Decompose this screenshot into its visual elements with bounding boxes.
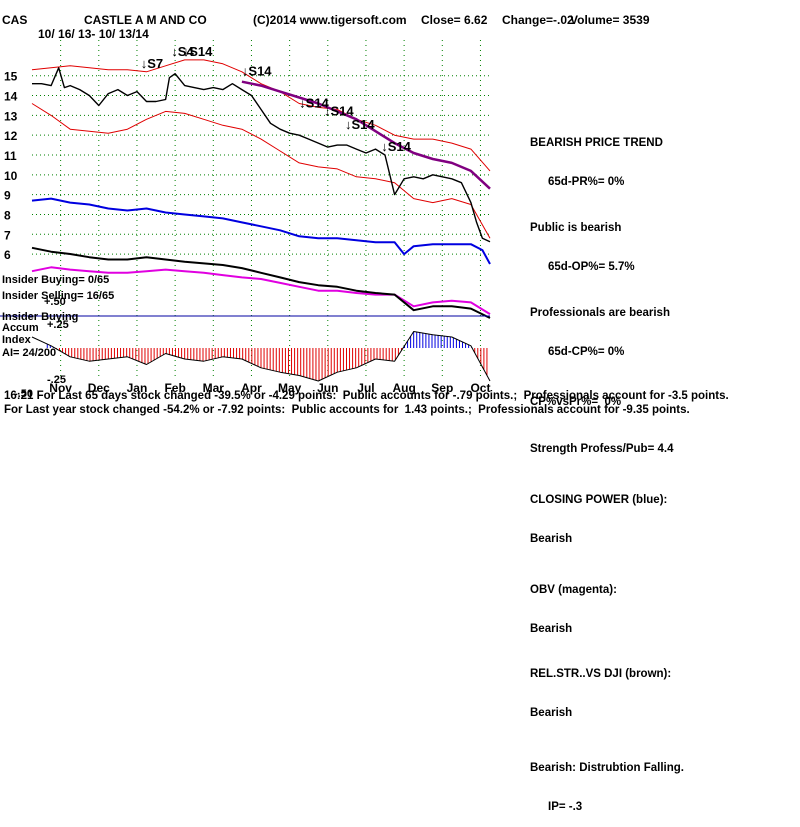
company-name: CASTLE A M AND CO [84,13,207,27]
month-label-jan: Jan [127,381,148,395]
cp-readout: 65d-CP%= 0% [548,346,625,358]
signal-s14-label: ↓S14 [381,139,411,154]
pros-title: Professionals are bearish [530,307,670,319]
y-tick-label: 9 [4,189,11,203]
obv-line [31,266,491,315]
relstr-title: REL.STR..VS DJI (brown): [530,668,672,680]
ip-readout: IP= -.3 [548,801,583,813]
accum-sub1: Accum [2,322,39,334]
accum-tick-pos25: +.25 [47,319,69,331]
signal-s14-label: ↓S14 [324,103,354,118]
accum-index-line [31,331,491,382]
accum-title: Insider Buying [2,311,78,323]
signal-s14-label: ↓S14 [345,117,375,132]
y-tick-label: 8 [4,208,11,222]
op-readout: 65d-OP%= 5.7% [548,261,635,273]
closing-power-value: Bearish [530,533,573,545]
y-tick-label: 12 [4,129,18,143]
month-label-feb: Feb [164,381,185,395]
copyright-label: (C)2014 www.tigersoft.com [253,13,407,27]
y-tick-label: 6 [4,248,11,262]
y-tick-label: 15 [4,70,18,84]
public-title: Public is bearish [530,222,622,234]
signal-s14-label: ↓S14 [183,44,213,59]
price-line [32,67,491,243]
y-tick-label: 14 [4,90,18,104]
month-label-jul: Jul [357,381,374,395]
month-label-sep: Sep [431,381,453,395]
cp-vs-pr: CP%vsPr%= 0% [530,396,622,408]
month-label-may: May [278,381,302,395]
signal-s14-label: ↓S14 [299,95,329,110]
lower-band-line [31,103,491,239]
footer-line-1: 16:21 For Last 65 days stock changed -39… [4,390,729,402]
y-tick-label: 10 [4,169,18,183]
accum-tick-neg50: -.50 [14,388,33,400]
y-tick-label: 7 [4,228,11,242]
signal-s7-label: ↓S7 [141,56,163,71]
signal-s14-label: ↓S14 [242,64,272,79]
strength-readout: Strength Profess/Pub= 4.4 [530,443,674,455]
signal-s4-label: ↓S4 [171,44,194,59]
chart-canvas: CAS CASTLE A M AND CO (C)2014 www.tigersof… [0,13,650,400]
accum-sub2: Index [2,334,32,346]
closing-power-line [31,197,491,265]
y-tick-label: 11 [4,149,17,163]
closing-power-title: CLOSING POWER (blue): [530,494,668,506]
month-label-oct: Oct [470,381,490,395]
y-tick-label: 13 [4,109,18,123]
pr-readout: 65d-PR%= 0% [548,176,625,188]
footer-time: 16:21 [4,390,34,402]
obv-value: Bearish [530,623,573,635]
accum-tick-neg25: -.25 [47,374,66,386]
relstr-value: Bearish [530,707,573,719]
insider-buying-label: Insider Buying= 0/65 [2,274,109,286]
volume-readout: Volume= 3539 [570,13,650,27]
obv-title: OBV (magenta): [530,584,617,596]
month-label-apr: Apr [241,381,262,395]
symbol-label: CAS [2,13,27,27]
upper-band-line [31,59,491,172]
close-readout: Close= 6.62 [421,13,488,27]
footer-line-2: For Last year stock changed -54.2% or -7… [4,404,690,416]
trend-title: BEARISH PRICE TREND [530,137,663,149]
month-label-jun: Jun [317,381,338,395]
change-readout: Change=-.02 [502,13,574,27]
accum-tick-pos50: +.50 [44,296,66,308]
month-label-mar: Mar [203,381,225,395]
ai-readout: AI= 24/200 [2,347,56,359]
sidebar-summary: BEARISH PRICE TREND 65d-PR%= 0% Public i… [530,111,684,827]
rel-str-line [31,246,491,319]
month-label-aug: Aug [392,381,415,395]
moving-average-line [241,80,491,190]
month-label-nov: Nov [49,381,72,395]
month-label-dec: Dec [88,381,110,395]
footer-65day: For Last 65 days stock changed -39.5% or… [36,390,729,402]
date-range: 10/ 16/ 13- 10/ 13/14 [38,27,149,41]
insider-selling-label: Insider Selling= 16/65 [2,290,114,302]
accum-status: Bearish: Distrubtion Falling. [530,762,684,774]
